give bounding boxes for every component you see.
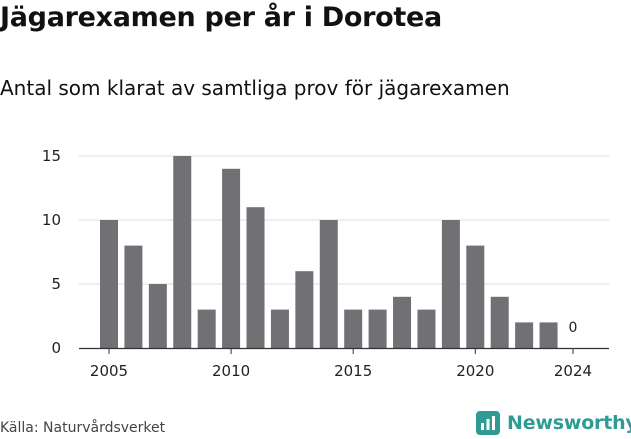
source-note: Källa: Naturvårdsverket: [0, 420, 166, 436]
newsworthy-logo-icon: [476, 411, 500, 435]
bar-2021: [490, 296, 509, 348]
bar-2022: [515, 322, 534, 348]
bar-2023: [539, 322, 558, 348]
newsworthy-logo[interactable]: Newsworthy: [476, 408, 631, 438]
bar-2012: [270, 309, 289, 348]
y-tick-label-10: 10: [42, 211, 61, 229]
bar-2008: [173, 156, 192, 348]
bar-2013: [295, 271, 314, 348]
value-label-2024: 0: [569, 320, 578, 336]
x-tick-label-2020: 2020: [456, 362, 494, 380]
x-tick-label-2015: 2015: [334, 362, 372, 380]
bar-2007: [148, 284, 167, 348]
newsworthy-logo-text: Newsworthy: [507, 412, 631, 434]
y-tick-label-0: 0: [51, 339, 61, 357]
chart-title: Jägarexamen per år i Dorotea: [0, 2, 442, 33]
bar-2016: [368, 309, 387, 348]
bar-2005: [100, 220, 118, 348]
bar-2010: [222, 168, 241, 348]
bar-2020: [466, 245, 485, 348]
x-tick-label-2005: 2005: [90, 362, 128, 380]
bar-2011: [246, 207, 265, 348]
bar-2017: [393, 296, 412, 348]
bar-2018: [417, 309, 436, 348]
bar-2015: [344, 309, 363, 348]
bar-2014: [319, 220, 338, 348]
x-tick-label-2010: 2010: [212, 362, 250, 380]
chart-subtitle: Antal som klarat av samtliga prov för jä…: [0, 76, 510, 100]
x-tick-label-2024: 2024: [554, 362, 592, 380]
y-tick-label-5: 5: [51, 275, 61, 293]
y-tick-label-15: 15: [42, 147, 61, 165]
bar-2009: [197, 309, 216, 348]
bar-2006: [124, 245, 143, 348]
bar-2019: [441, 220, 460, 348]
